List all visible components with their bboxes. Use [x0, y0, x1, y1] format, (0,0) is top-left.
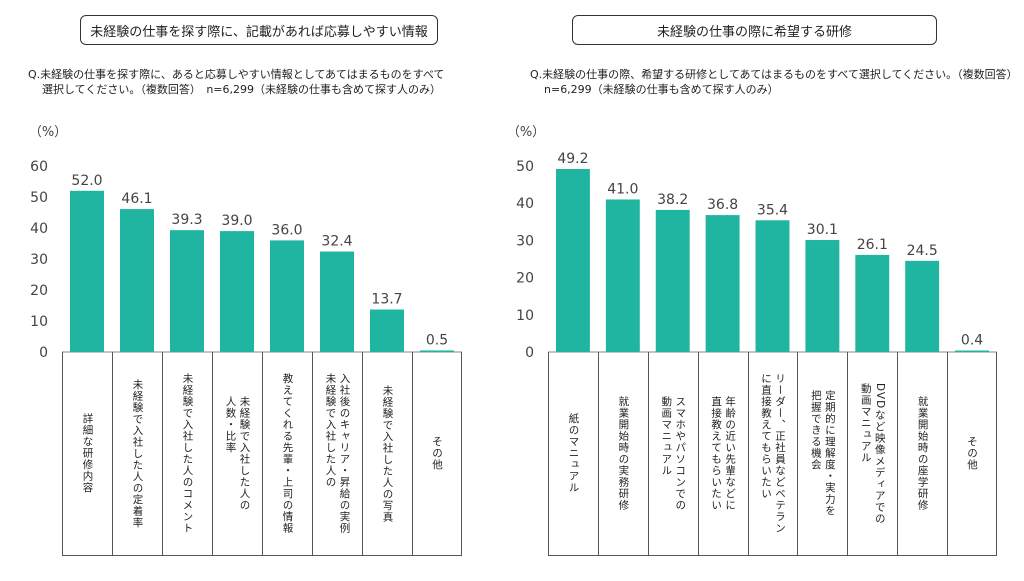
left-y-tick-label: 20 [30, 283, 48, 299]
left-category-1: 詳細な研修内容 [62, 352, 112, 556]
left-bar-2 [120, 209, 154, 352]
left-y-tick-label: 50 [30, 190, 48, 206]
right-question-line1: Q.未経験の仕事の際、希望する研修としてあてはまるものをすべて選択してください。… [530, 68, 1018, 81]
right-unit-label: （%） [507, 125, 545, 140]
left-value-label-4: 39.0 [221, 213, 252, 229]
right-category-label-2: 就業開始時の実務研修 [617, 396, 630, 511]
right-bar-2 [605, 199, 640, 352]
left-category-label-1: 詳細な研修内容 [81, 413, 94, 494]
right-value-label-1: 49.2 [557, 151, 588, 167]
right-bar-8 [905, 260, 940, 352]
right-value-label-9: 0.4 [961, 333, 983, 349]
right-value-label-2: 41.0 [607, 181, 638, 197]
left-category-label-8: その他 [431, 436, 443, 471]
right-category-8: 就業開始時の座学研修 [897, 352, 948, 556]
right-category-1: 紙のマニュアル [548, 352, 598, 556]
right-value-label-8: 24.5 [907, 243, 938, 259]
right-y-tick-label: 20 [516, 271, 534, 287]
right-category-5: リーダー、正社員などベテラン に直接教えてもらいたい [747, 352, 798, 556]
left-y-tick-label: 60 [30, 159, 48, 175]
left-chart-title: 未経験の仕事を探す際に、記載があれば応募しやすい情報 [80, 15, 438, 45]
left-bar-4 [220, 231, 254, 352]
right-chart-title: 未経験の仕事の際に希望する研修 [572, 15, 937, 45]
left-unit-label: （%） [29, 125, 67, 140]
left-panel: 未経験の仕事を探す際に、記載があれば応募しやすい情報 Q.未経験の仕事を探す際に… [28, 15, 444, 97]
left-category-4: 未経験で入社した人の 人数・比率 [212, 352, 262, 556]
right-bar-3 [655, 209, 690, 352]
left-category-2: 未経験で入社した人の定着率 [112, 352, 162, 556]
left-y-tick-label: 0 [39, 345, 48, 361]
left-category-6: 入社後のキャリア・昇給の実例 未経験で入社した人の [312, 352, 362, 556]
left-value-label-6: 32.4 [321, 234, 352, 250]
right-value-label-3: 38.2 [657, 192, 688, 208]
left-question-line1: Q.未経験の仕事を探す際に、あると応募しやすい情報としてあてはまるものをすべて [28, 68, 445, 81]
left-bar-7 [370, 309, 404, 352]
left-value-label-8: 0.5 [426, 332, 448, 348]
left-category-label-4: 未経験で入社した人の 人数・比率 [224, 396, 251, 511]
left-bar-5 [270, 240, 304, 352]
right-panel: 未経験の仕事の際に希望する研修 Q.未経験の仕事の際、希望する研修としてあてはま… [512, 0, 1024, 581]
right-category-label-5: リーダー、正社員などベテラン に直接教えてもらいたい [759, 373, 786, 534]
right-category-2: 就業開始時の実務研修 [597, 352, 648, 556]
right-bar-1 [555, 168, 590, 352]
left-question-line2: 選択してください。（複数回答） n=6,299（未経験の仕事も含めて探す人のみ） [42, 83, 442, 96]
right-bar-4 [705, 215, 740, 352]
left-y-tick-label: 40 [30, 221, 48, 237]
right-value-label-6: 30.1 [807, 222, 838, 238]
left-y-tick-label: 30 [30, 252, 48, 268]
right-category-label-3: スマホやパソコンでの 動画マニュアル [660, 396, 687, 511]
left-category-8: その他 [412, 352, 462, 556]
right-y-tick-label: 10 [516, 308, 534, 324]
right-category-6: 定期的に理解度・実力を 把握できる機会 [797, 352, 848, 556]
left-category-label-6: 入社後のキャリア・昇給の実例 未経験で入社した人の [324, 373, 351, 534]
left-category-7: 未経験で入社した人の写真 [362, 352, 412, 556]
right-y-tick-label: 30 [516, 233, 534, 249]
right-category-4: 年齢の近い先輩などに 直接教えてもらいたい [697, 352, 748, 556]
left-value-label-5: 36.0 [271, 222, 302, 238]
left-question: Q.未経験の仕事を探す際に、あると応募しやすい情報としてあてはまるものをすべて … [28, 67, 444, 97]
right-category-label-1: 紙のマニュアル [567, 413, 580, 494]
right-category-3: スマホやパソコンでの 動画マニュアル [647, 352, 698, 556]
left-category-label-7: 未経験で入社した人の写真 [381, 384, 394, 523]
right-question: Q.未経験の仕事の際、希望する研修としてあてはまるものをすべて選択してください。… [530, 67, 1018, 97]
right-bar-6 [805, 240, 840, 352]
left-category-label-3: 未経験で入社した人のコメント [181, 373, 194, 534]
right-y-tick-label: 50 [516, 159, 534, 175]
right-category-9: その他 [947, 352, 997, 556]
left-category-3: 未経験で入社した人のコメント [162, 352, 212, 556]
left-bar-6 [320, 251, 354, 352]
left-value-label-3: 39.3 [171, 212, 202, 228]
right-y-tick-label: 40 [516, 196, 534, 212]
right-bar-9 [955, 350, 990, 352]
right-value-label-5: 35.4 [757, 202, 788, 218]
left-bar-1 [70, 190, 104, 352]
right-category-label-8: 就業開始時の座学研修 [916, 396, 929, 511]
right-category-label-6: 定期的に理解度・実力を 把握できる機会 [809, 390, 836, 517]
right-bar-5 [755, 220, 790, 352]
right-category-label-9: その他 [966, 436, 979, 471]
right-y-tick-label: 0 [525, 345, 534, 361]
right-category-label-7: DVDなど映像メディアでの 動画マニュアル [859, 382, 886, 525]
left-bar-8 [420, 350, 454, 352]
left-category-label-2: 未経験で入社した人の定着率 [131, 378, 144, 529]
right-category-label-4: 年齢の近い先輩などに 直接教えてもらいたい [710, 396, 737, 511]
left-value-label-1: 52.0 [71, 173, 102, 189]
left-category-5: 教えてくれる先輩・上司の情報 [262, 352, 312, 556]
right-category-7: DVDなど映像メディアでの 動画マニュアル [847, 352, 898, 556]
left-category-label-5: 教えてくれる先輩・上司の情報 [281, 373, 294, 534]
left-bar-3 [170, 230, 204, 352]
left-value-label-7: 13.7 [371, 292, 402, 308]
right-question-line2: n=6,299（未経験の仕事も含めて探す人のみ） [544, 83, 779, 96]
right-bar-7 [855, 254, 890, 352]
left-y-tick-label: 10 [30, 314, 48, 330]
right-value-label-7: 26.1 [857, 237, 888, 253]
left-value-label-2: 46.1 [121, 191, 152, 207]
right-value-label-4: 36.8 [707, 197, 738, 213]
